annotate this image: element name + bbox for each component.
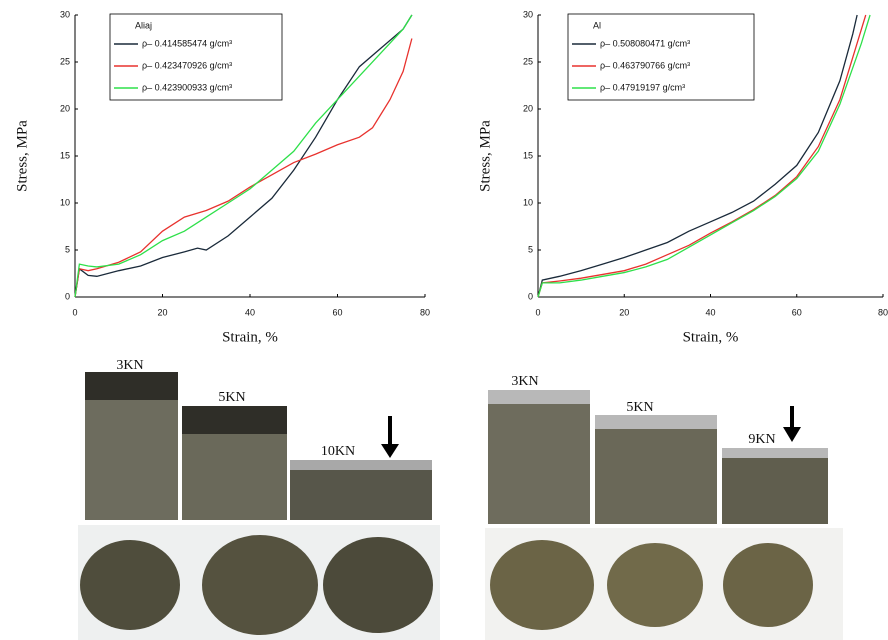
y-tick-label: 0 bbox=[65, 291, 70, 301]
y-tick-label: 30 bbox=[60, 9, 70, 19]
sample-photo bbox=[323, 537, 433, 633]
legend-title: Al bbox=[593, 20, 601, 30]
load-label: 5KN bbox=[626, 400, 653, 415]
x-tick-label: 0 bbox=[535, 307, 540, 317]
y-tick-label: 25 bbox=[60, 56, 70, 66]
load-label: 3KN bbox=[116, 358, 143, 373]
legend-label: ρ– 0.414585474 g/cm³ bbox=[142, 38, 232, 48]
x-tick-label: 40 bbox=[705, 307, 715, 317]
y-tick-label: 20 bbox=[523, 103, 533, 113]
photos-left: 3KN 5KN 10KN bbox=[78, 358, 440, 640]
sample-photo bbox=[595, 415, 717, 429]
y-tick-label: 25 bbox=[523, 56, 533, 66]
load-label: 9KN bbox=[748, 432, 775, 447]
sample-photo bbox=[607, 543, 703, 627]
x-tick-label: 20 bbox=[157, 307, 167, 317]
y-axis-label: Stress, MPa bbox=[14, 120, 30, 192]
y-tick-label: 5 bbox=[528, 244, 533, 254]
load-label: 3KN bbox=[511, 374, 538, 389]
sample-photo bbox=[723, 543, 813, 627]
x-tick-label: 80 bbox=[420, 307, 430, 317]
x-tick-label: 60 bbox=[792, 307, 802, 317]
load-label: 10KN bbox=[321, 444, 355, 459]
y-axis-label: Stress, MPa bbox=[477, 120, 493, 192]
sample-photo bbox=[85, 372, 178, 400]
x-tick-label: 20 bbox=[619, 307, 629, 317]
sample-photo bbox=[182, 406, 287, 434]
x-tick-label: 0 bbox=[72, 307, 77, 317]
y-tick-label: 15 bbox=[523, 150, 533, 160]
sample-photo bbox=[80, 540, 180, 630]
legend-title: Aliaj bbox=[135, 20, 152, 30]
legend-label: ρ– 0.47919197 g/cm³ bbox=[600, 82, 685, 92]
sample-photo bbox=[488, 390, 590, 524]
photos-right: 3KN 5KN 9KN bbox=[485, 374, 843, 640]
x-axis-label: Strain, % bbox=[222, 329, 278, 345]
legend-label: ρ– 0.508080471 g/cm³ bbox=[600, 38, 690, 48]
sample-photo bbox=[595, 415, 717, 524]
x-tick-label: 40 bbox=[245, 307, 255, 317]
x-axis-label: Strain, % bbox=[683, 329, 739, 345]
legend-label: ρ– 0.423900933 g/cm³ bbox=[142, 82, 232, 92]
y-tick-label: 5 bbox=[65, 244, 70, 254]
sample-photo bbox=[722, 448, 828, 524]
y-tick-label: 20 bbox=[60, 103, 70, 113]
y-tick-label: 10 bbox=[523, 197, 533, 207]
sample-photo bbox=[488, 390, 590, 404]
sample-photo bbox=[290, 460, 432, 470]
y-tick-label: 15 bbox=[60, 150, 70, 160]
load-label: 5KN bbox=[218, 390, 245, 405]
x-tick-label: 80 bbox=[878, 307, 888, 317]
sample-photo bbox=[202, 535, 318, 635]
legend-label: ρ– 0.463790766 g/cm³ bbox=[600, 60, 690, 70]
sample-photo bbox=[490, 540, 594, 630]
y-tick-label: 0 bbox=[528, 291, 533, 301]
y-tick-label: 30 bbox=[523, 9, 533, 19]
y-tick-label: 10 bbox=[60, 197, 70, 207]
legend-label: ρ– 0.423470926 g/cm³ bbox=[142, 60, 232, 70]
arrow bbox=[381, 444, 399, 458]
figure: 3KN 5KN 10KN 3KN 5KN 9KN 0 5 10 15 20 25 30 0 20… bbox=[0, 0, 888, 640]
x-tick-label: 60 bbox=[332, 307, 342, 317]
sample-photo bbox=[722, 448, 828, 458]
arrow bbox=[783, 427, 801, 442]
